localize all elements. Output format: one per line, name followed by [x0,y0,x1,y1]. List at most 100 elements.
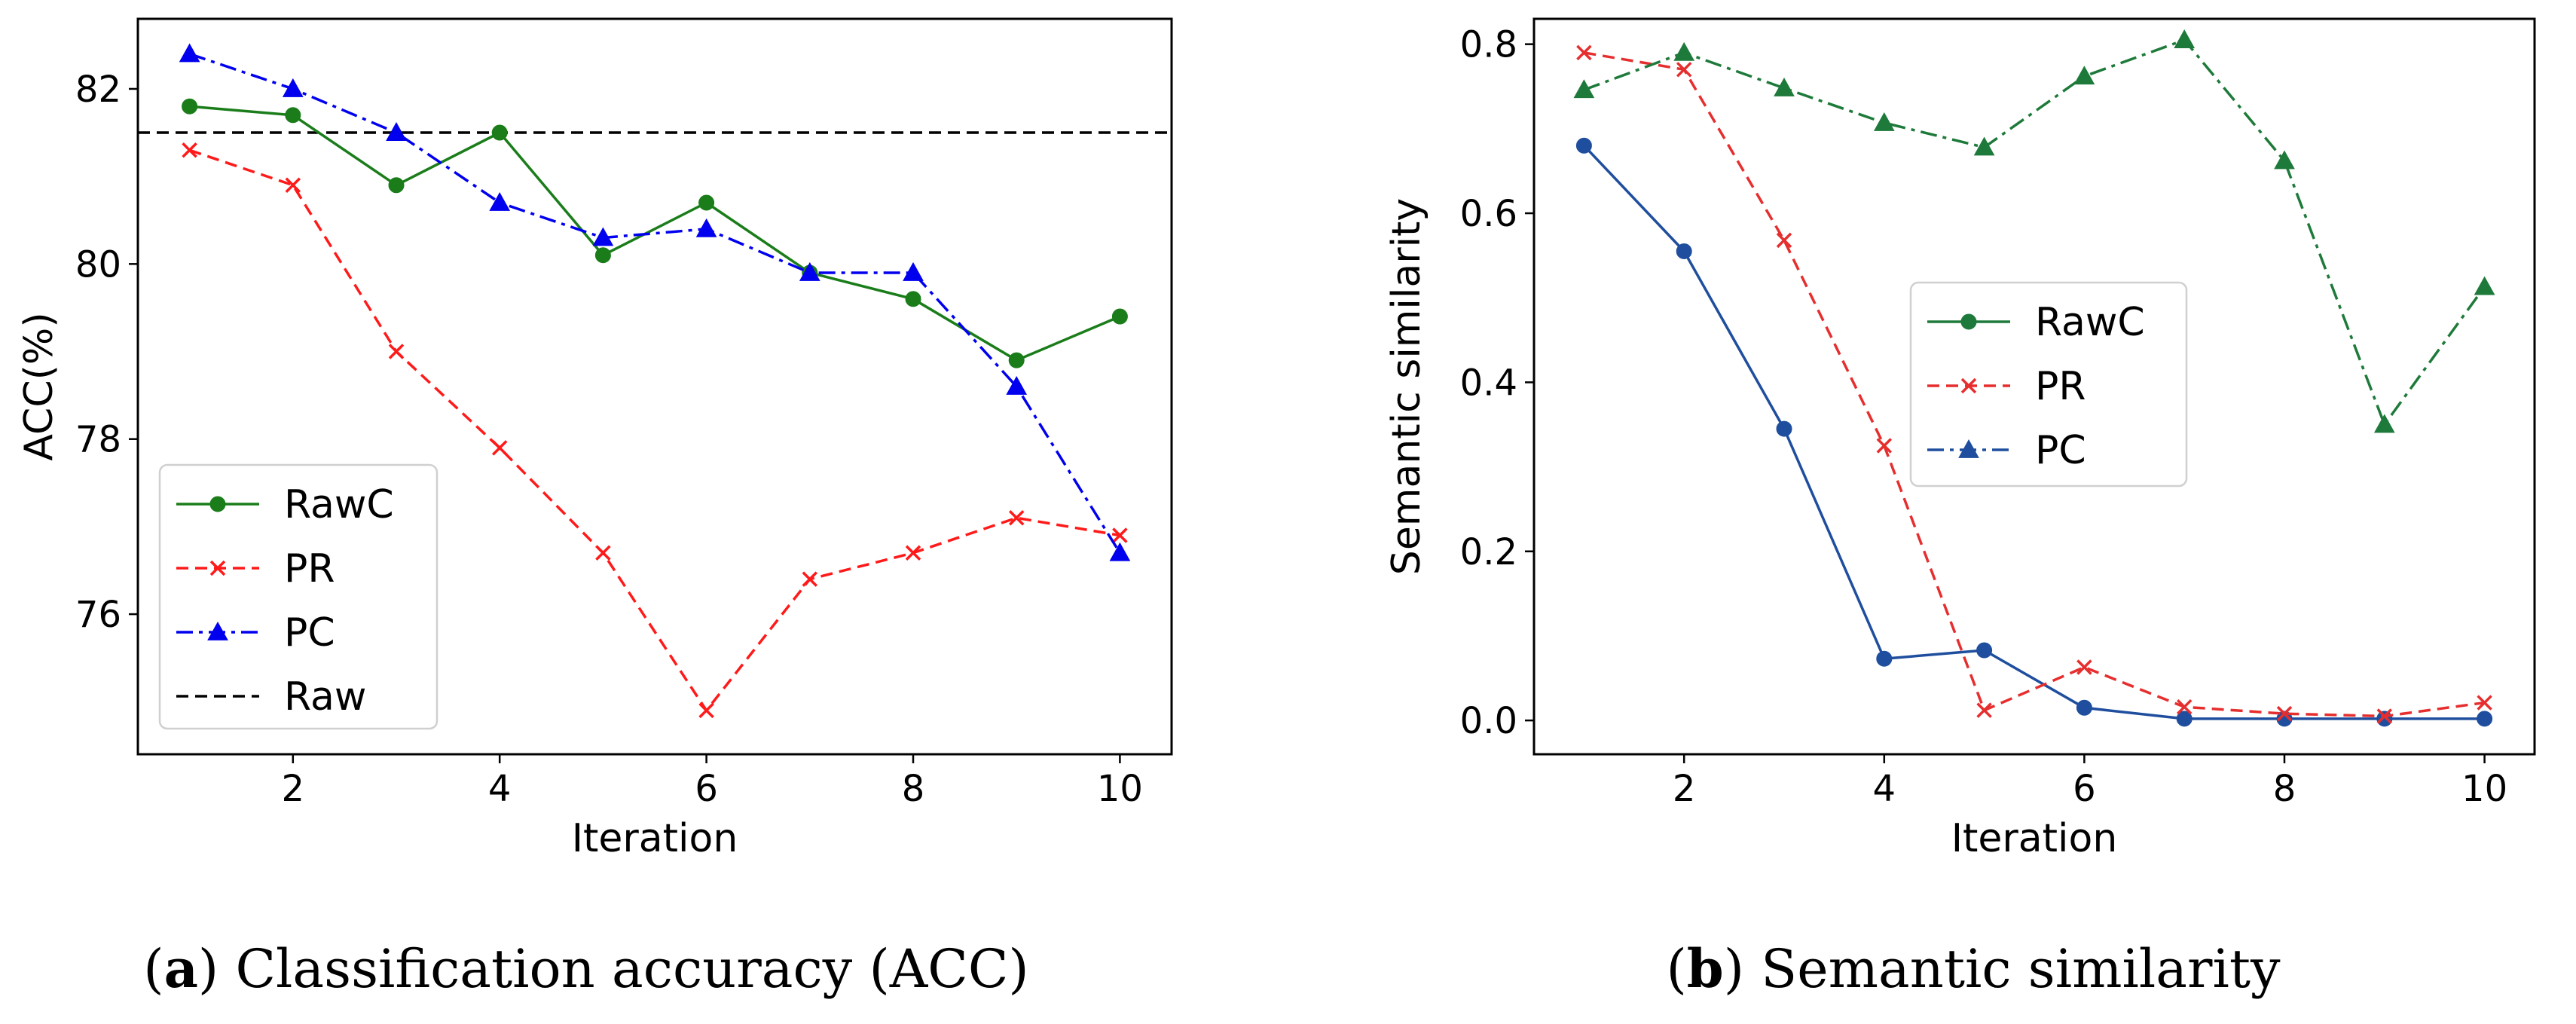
sim-line-rawc [1583,145,2485,720]
acc-point-pc [1109,542,1131,561]
acc-line-pc [189,52,1121,554]
sim-point-pc [2373,414,2395,433]
acc-point-pc [695,218,717,237]
similarity-caption-text: Semantic similarity [1761,938,2281,1000]
acc-point-rawc [1008,352,1025,368]
similarity-y-axis-label: Semantic similarity [1384,198,1429,575]
accuracy-caption: (a) Classification accuracy (ACC) [143,937,1028,1000]
sim-legend-entry-pr: PR [1927,364,2086,409]
acc-x-tick-label: 6 [695,768,718,810]
sim-point-rawc [2176,711,2193,727]
sim-legend-label: PC [2035,428,2086,473]
acc-point-pr [802,571,818,587]
sim-x-tick-label: 10 [2461,768,2507,810]
similarity-plot-area: 2 4 6 8 10 0.0 0.2 0.4 0.6 0.8 [1460,17,2536,810]
acc-point-pr [182,142,197,158]
acc-point-pc [799,261,820,281]
sim-point-pr [1776,232,1792,249]
accuracy-x-axis-label: Iteration [572,816,738,861]
sim-x-tick-label: 2 [1673,768,1696,810]
acc-point-pc [179,43,200,63]
sim-point-rawc [2376,711,2393,727]
sim-y-tick-label: 0.0 [1460,700,1517,742]
sim-y-tick-label: 0.4 [1460,362,1517,404]
sim-series-pc [1573,29,2495,433]
acc-legend-marker [207,621,228,640]
acc-series-rawc [182,98,1128,368]
acc-point-rawc [905,291,921,307]
acc-y-tick-label: 78 [75,419,121,461]
acc-y-tick-label: 76 [75,594,121,636]
acc-y-tick-label: 80 [75,243,121,286]
similarity-chart: 2 4 6 8 10 0.0 0.2 0.4 0.6 0.8 Iteration Semantic… [1384,17,2536,1000]
sim-point-pr [2477,695,2492,711]
acc-point-pc [489,191,511,211]
acc-point-pc [1006,375,1028,395]
accuracy-legend: RawC PR PC Raw [158,463,439,730]
sim-legend-marker [1960,313,1977,330]
accuracy-caption-letter: a [164,937,198,1000]
acc-legend-entry-rawc: RawC [176,482,394,527]
sim-point-pc [1973,136,1995,156]
sim-y-tick-label: 0.8 [1460,24,1517,66]
sim-legend-label: PR [2035,364,2086,409]
acc-legend-entry-pr: PR [176,546,335,591]
sim-point-pc [1873,112,1895,131]
acc-point-pc [592,227,614,246]
acc-line-pr [189,148,1120,712]
sim-y-tick-label: 0.2 [1460,531,1517,573]
acc-series-pc [179,43,1131,561]
acc-series-pr [182,142,1128,719]
acc-x-tick-label: 8 [902,768,925,810]
sim-point-pc [2274,150,2295,170]
accuracy-y-axis-label: ACC(%) [17,312,62,460]
sim-x-tick-label: 4 [1873,768,1896,810]
sim-point-pr [2276,705,2293,722]
acc-legend-entry-raw: Raw [176,674,366,720]
similarity-legend: RawC PR PC [1909,281,2188,488]
sim-point-pc [2073,66,2095,85]
sim-line-pr [1584,51,2485,718]
sim-point-pc [1774,77,1795,96]
sim-point-rawc [1575,137,1592,154]
sim-x-tick-label: 6 [2073,768,2096,810]
acc-plot-frame [136,17,1173,756]
sim-legend-marker [1960,378,1977,394]
acc-point-pr [285,177,301,193]
sim-point-rawc [1976,642,1993,659]
acc-point-pr [1008,510,1025,526]
acc-point-pr [1112,527,1128,543]
sim-legend-box [1909,281,2188,488]
sim-point-pc [2174,29,2196,48]
acc-legend-label: Raw [284,674,366,720]
sim-legend-label: RawC [2035,300,2145,345]
sim-series-pr [1576,44,2492,724]
acc-legend-label: PR [284,546,335,591]
sim-legend-entry-pc: PC [1927,428,2086,473]
acc-point-rawc [1111,308,1128,325]
sim-plot-frame [1532,17,2536,756]
acc-point-pr [698,702,714,719]
sim-y-tick-label: 0.6 [1460,193,1517,235]
similarity-caption: (b) Semantic similarity [1666,937,2281,1000]
sim-point-pr [2376,708,2393,724]
sim-point-pc [1573,79,1595,99]
acc-legend-box [158,463,439,730]
acc-legend-label: RawC [284,482,394,527]
acc-point-pc [282,78,304,97]
acc-point-pr [905,545,921,561]
sim-point-pr [1576,44,1592,61]
acc-point-pr [595,545,611,561]
acc-line-rawc [189,105,1121,362]
similarity-caption-letter: b [1687,937,1724,1000]
sim-line-pc [1583,38,2486,426]
acc-point-pc [903,261,924,281]
sim-point-pc [2474,276,2495,295]
acc-point-pc [386,122,407,141]
sim-point-pr [1676,62,1692,78]
accuracy-caption-text: Classification accuracy (ACC) [235,938,1028,1000]
sim-point-pc [1673,41,1695,61]
sim-series-rawc [1575,137,2493,727]
acc-x-tick-label: 2 [282,768,305,810]
acc-legend-entry-pc: PC [176,610,335,656]
